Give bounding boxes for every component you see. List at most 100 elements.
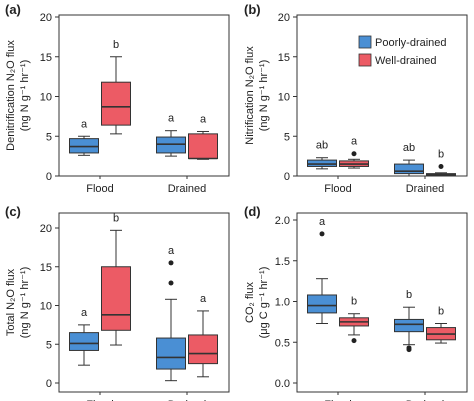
outlier-point [438,163,444,169]
box-poorly-drainedflood: ab [307,140,337,170]
y-axis-label: (ng N g⁻¹ hr⁻¹) [19,267,31,339]
legend-swatch [358,35,372,49]
y-tick-label: 5 [46,339,52,351]
significance-letter: a [81,307,88,319]
y-tick-label: 15 [40,262,52,274]
panel-label: (c) [5,204,21,219]
box-well-drainedflood: a [339,136,369,169]
x-tick-label: Flood [324,399,352,401]
box-poorly-drainedflood: a [307,216,337,325]
legend-label: Poorly-drained [375,37,447,49]
panel-label: (b) [244,2,261,17]
panel-label: (d) [244,204,261,219]
significance-letter: ab [403,142,415,154]
y-tick-label: 20 [40,12,52,24]
box-poorly-drainedflood: a [69,118,99,156]
y-tick-label: 2.0 [275,215,290,227]
x-tick-label: Flood [86,183,114,195]
x-tick-label: Drained [168,183,207,195]
outlier-point [168,280,174,286]
plot-frame [58,212,230,393]
box-body [101,81,131,126]
x-tick-label: Drained [168,399,207,401]
outlier-point [168,260,174,266]
box-poorly-draineddrained: b [394,289,424,353]
box-well-drainedflood: b [101,39,131,135]
box-well-draineddrained: b [426,306,456,344]
panel-d: (d) 0.0 0.5 1.0 1.5 2.0 Flood Drained CO₂ flux(μ… [244,204,468,401]
y-tick-label: 1.0 [275,297,290,309]
y-axis-label: Nitrification N₂O flux [244,46,256,145]
y-tick-label: 10 [278,92,290,104]
y-tick-label: 5 [46,131,52,143]
box-well-draineddrained: a [188,293,218,378]
outlier-point [406,347,412,353]
box-poorly-draineddrained: a [156,245,186,382]
panel-label: (a) [5,2,21,17]
legend-swatch [358,53,372,67]
y-tick-label: 0.5 [275,337,290,349]
y-tick-label: 1.5 [275,256,290,268]
outlier-point [319,231,325,237]
box-well-drainedflood: b [339,296,369,344]
x-tick-label: Flood [324,183,352,195]
box-well-draineddrained: b [426,148,456,177]
significance-letter: ab [316,140,328,152]
plot-frame [296,212,468,393]
box-body [188,334,218,365]
significance-letter: b [113,39,119,51]
significance-letter: a [168,245,175,257]
x-tick-label: Flood [86,399,114,401]
box-body [394,318,424,333]
y-axis-label: CO₂ flux [244,282,256,323]
y-tick-label: 5 [284,131,290,143]
y-axis-label: (μg C g⁻¹ hr⁻¹) [258,267,270,339]
y-tick-label: 0 [284,171,290,183]
outlier-point [351,151,357,157]
box-well-drainedflood: b [101,212,131,346]
box-body [156,337,186,370]
x-tick-label: Drained [406,183,445,195]
significance-letter: a [200,293,207,305]
box-poorly-draineddrained: a [156,113,186,157]
significance-letter: b [438,148,444,160]
y-axis-label: Denitrification N₂O flux [5,40,17,151]
significance-letter: a [81,118,88,130]
box-body [307,294,337,314]
panel-c: (c) 0 5 10 15 20 Flood Drained Total N₂O flux(ng… [5,204,230,401]
plot-frame [58,14,230,177]
y-axis-label: Total N₂O flux [5,268,17,336]
y-tick-label: 15 [40,52,52,64]
panel-a: (a) 0 5 10 15 20 Flood Drained Denitrification N… [5,2,230,195]
box-poorly-draineddrained: ab [394,142,424,177]
significance-letter: a [200,113,207,125]
x-tick-label: Drained [406,399,445,401]
box-well-draineddrained: a [188,113,218,160]
y-tick-label: 20 [40,223,52,235]
y-tick-label: 0 [46,378,52,390]
legend-label: Well-drained [375,55,437,67]
plot-frame [296,14,468,177]
significance-letter: a [168,113,175,125]
panel-b: (b) 0 5 10 15 20 Flood Drained Nitrification N₂O… [244,2,468,195]
y-axis-label: (ng N g⁻¹ hr⁻¹) [19,60,31,132]
significance-letter: a [351,136,358,148]
y-tick-label: 10 [40,92,52,104]
y-tick-label: 20 [278,12,290,24]
outlier-point [351,338,357,344]
y-axis-label: (ng N g⁻¹ hr⁻¹) [258,60,270,132]
y-tick-label: 10 [40,301,52,313]
significance-letter: a [319,216,326,228]
box-body [394,163,424,175]
significance-letter: b [113,212,119,224]
box-body [188,133,218,160]
box-body [101,266,131,331]
legend: Poorly-drained Well-drained [358,35,447,67]
significance-letter: b [406,289,412,301]
significance-letter: b [438,306,444,318]
box-body [69,332,99,351]
significance-letter: b [351,296,357,308]
y-tick-label: 15 [278,52,290,64]
y-tick-label: 0 [46,171,52,183]
